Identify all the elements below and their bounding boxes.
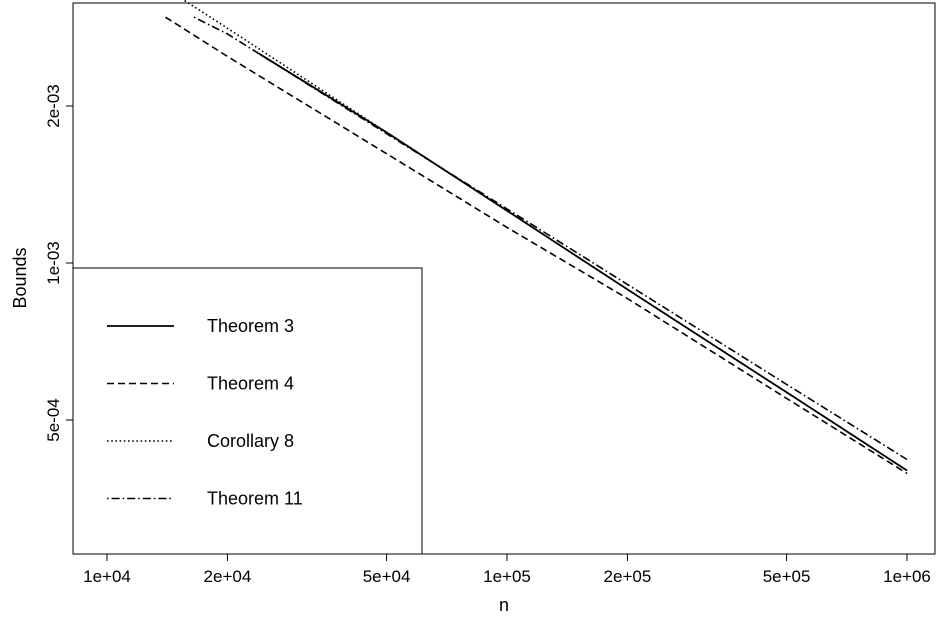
legend-label-theorem-4: Theorem 4 (207, 374, 294, 394)
y-tick-label: 2e-03 (44, 84, 63, 127)
x-tick-label: 2e+05 (604, 567, 652, 586)
legend-items: Theorem 3 Theorem 4 Corollary 8 Theorem 11 (107, 316, 303, 509)
y-tick-label: 5e-04 (44, 398, 63, 441)
x-tick-label: 2e+04 (204, 567, 252, 586)
legend-label-corollary-8: Corollary 8 (207, 431, 294, 451)
y-axis: 5e-04 1e-03 2e-03 (44, 84, 73, 442)
series-line-theorem-3 (258, 52, 908, 472)
series-layer (165, 0, 908, 475)
y-tick-label: 1e-03 (44, 241, 63, 284)
x-tick-label: 5e+04 (363, 567, 411, 586)
legend-box (72, 267, 423, 555)
x-axis: 1e+04 2e+04 5e+04 1e+05 2e+05 5e+05 1e+06 (83, 554, 931, 586)
x-tick-label: 1e+04 (83, 567, 131, 586)
legend-label-theorem-3: Theorem 3 (207, 316, 294, 336)
y-axis-label: Bounds (10, 247, 30, 308)
x-tick-label: 1e+06 (883, 567, 931, 586)
series-line-corollary-8 (182, 0, 908, 472)
series-line-theorem-4 (165, 16, 908, 475)
x-tick-label: 5e+05 (763, 567, 811, 586)
legend: Theorem 3 Theorem 4 Corollary 8 Theorem 11 (72, 267, 423, 555)
series-line-theorem-11 (193, 16, 908, 461)
x-axis-label: n (499, 595, 509, 615)
legend-label-theorem-11: Theorem 11 (207, 489, 303, 509)
x-tick-label: 1e+05 (483, 567, 531, 586)
